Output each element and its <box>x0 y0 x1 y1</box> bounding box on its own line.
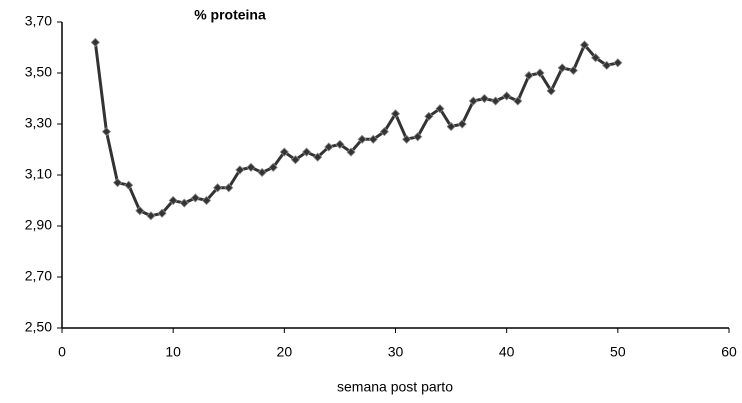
marker <box>457 119 467 129</box>
y-tick-label: 2,90 <box>25 217 52 233</box>
series-line <box>93 42 619 218</box>
x-tick-label: 50 <box>610 344 626 360</box>
chart-title: % proteina <box>194 7 266 23</box>
x-tick-label: 10 <box>165 344 181 360</box>
marker <box>146 211 156 221</box>
marker <box>279 147 289 157</box>
marker <box>490 96 501 106</box>
marker <box>613 58 623 68</box>
marker <box>579 40 590 50</box>
x-axis-label: semana post parto <box>337 379 453 395</box>
x-tick-label: 20 <box>277 344 293 360</box>
marker <box>413 132 423 142</box>
marker <box>302 147 312 157</box>
marker <box>90 37 100 47</box>
x-tick-label: 30 <box>388 344 404 360</box>
marker <box>357 134 367 144</box>
marker <box>124 180 134 190</box>
marker <box>479 93 489 104</box>
marker <box>168 195 178 206</box>
marker <box>568 65 578 76</box>
marker <box>113 178 123 188</box>
marker <box>313 152 323 162</box>
marker <box>402 134 412 144</box>
x-tick-label: 40 <box>499 344 515 360</box>
marker <box>390 109 401 119</box>
marker <box>535 68 545 78</box>
marker <box>602 60 612 70</box>
marker <box>557 63 567 73</box>
marker <box>324 142 334 152</box>
y-tick-label: 3,10 <box>25 166 52 182</box>
y-tick-label: 3,50 <box>25 64 52 80</box>
marker <box>290 155 301 165</box>
marker <box>101 127 112 137</box>
y-tick-label: 3,70 <box>25 13 52 29</box>
marker <box>190 193 200 203</box>
marker <box>268 162 278 172</box>
marker <box>502 91 512 101</box>
marker <box>179 198 189 208</box>
marker <box>435 104 445 114</box>
y-tick-label: 2,50 <box>25 319 52 335</box>
marker <box>468 96 478 106</box>
marker <box>201 195 212 206</box>
marker <box>157 208 167 218</box>
marker <box>224 183 234 193</box>
x-tick-label: 0 <box>58 344 66 360</box>
marker <box>135 206 145 216</box>
x-tick-label: 60 <box>721 344 737 360</box>
marker <box>235 165 245 175</box>
marker <box>591 53 601 63</box>
marker <box>368 134 378 144</box>
marker <box>546 86 556 96</box>
marker <box>524 70 534 81</box>
marker <box>257 167 267 178</box>
marker <box>346 147 356 157</box>
marker <box>246 162 256 172</box>
marker <box>446 121 456 132</box>
marker <box>335 139 345 149</box>
y-tick-label: 2,70 <box>25 268 52 284</box>
marker <box>213 183 223 193</box>
marker <box>424 111 434 121</box>
y-tick-label: 3,30 <box>25 115 52 131</box>
marker <box>513 96 523 106</box>
marker <box>379 127 389 137</box>
